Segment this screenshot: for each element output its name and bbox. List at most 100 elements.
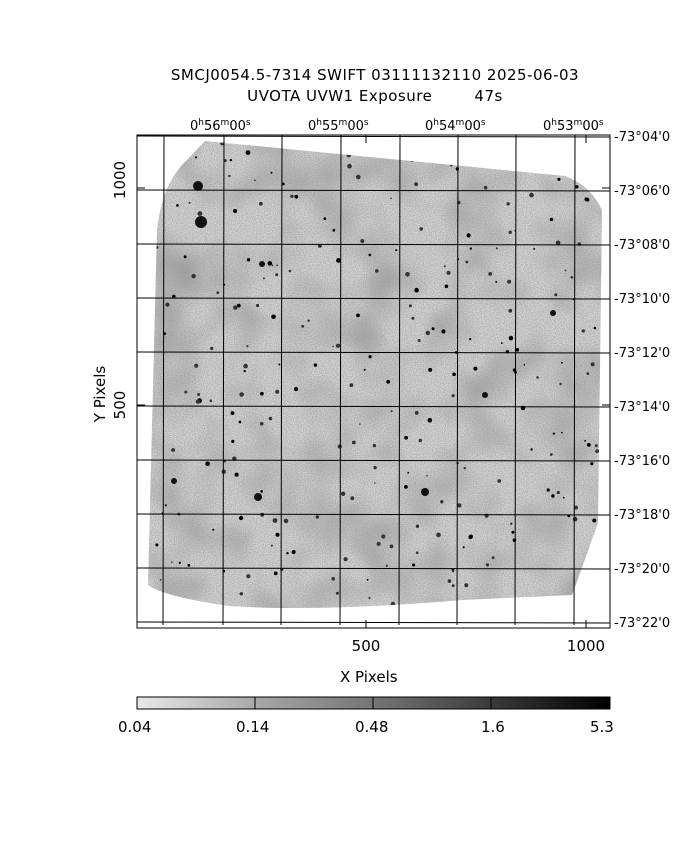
star-source [427, 418, 433, 423]
exposure-field [148, 141, 602, 608]
star-source [171, 478, 177, 484]
star-source [205, 461, 210, 467]
star-source [275, 389, 280, 394]
star-source [238, 420, 242, 424]
star-source [373, 465, 377, 470]
y-axis-title: Y Pixels [91, 365, 110, 423]
star-source [245, 150, 251, 156]
star-source [415, 524, 420, 528]
star-source [260, 512, 265, 517]
star-source [270, 171, 273, 174]
star-source [590, 362, 595, 367]
dec-tick-label: -73°10'0 [614, 292, 670, 307]
star-source [239, 392, 244, 397]
star-source [271, 314, 276, 320]
star-source [557, 177, 561, 181]
star-source [575, 185, 579, 189]
star-source [389, 153, 393, 157]
star-source [259, 201, 263, 206]
star-source [441, 329, 446, 334]
star-source [386, 379, 391, 384]
star-source [372, 443, 377, 448]
star-source [313, 363, 318, 367]
star-source [209, 399, 213, 403]
star-source [210, 346, 214, 350]
star-source [536, 376, 539, 379]
ra-labels: 0h56m00s 0h55m00s 0h54m00s 0h53m00s [190, 118, 604, 134]
star-source [363, 368, 366, 371]
star-source [164, 504, 167, 507]
star-source [555, 240, 561, 246]
star-source [356, 174, 361, 180]
star-source [271, 264, 274, 267]
colorbar [136, 696, 611, 710]
star-source [155, 543, 159, 547]
star-source [415, 551, 419, 554]
star-source [375, 269, 379, 273]
star-source [376, 541, 381, 546]
star-source [508, 335, 514, 341]
star-source [233, 209, 238, 213]
star-source [508, 308, 513, 313]
dec-tick-label: -73°20'0 [614, 562, 670, 577]
plot-title-line-2: UVOTA UVW1 Exposure 47s [247, 87, 503, 105]
star-source [473, 366, 478, 371]
star-source [452, 372, 456, 377]
star-source [523, 364, 526, 366]
star-source [491, 556, 495, 560]
star-source [349, 383, 354, 388]
star-source [586, 372, 590, 375]
colorbar-label: 5.3 [590, 718, 614, 736]
star-source [351, 440, 356, 445]
star-source [452, 569, 455, 573]
star-source [457, 503, 462, 508]
star-source [231, 439, 235, 443]
star-source [426, 474, 428, 477]
star-source [337, 444, 342, 449]
star-source [584, 197, 589, 202]
star-source [497, 153, 500, 156]
dec-tick-label: -73°14'0 [614, 400, 670, 415]
star-source [193, 181, 203, 191]
star-source [593, 326, 597, 330]
y-tick-label: 500 [111, 391, 129, 420]
star-source [450, 164, 453, 167]
star-source [272, 518, 278, 523]
dec-tick-label: -73°16'0 [614, 454, 670, 469]
star-source [388, 141, 393, 145]
star-source [485, 563, 490, 567]
star-source [419, 227, 424, 231]
star-source [556, 491, 560, 495]
star-source [149, 159, 155, 164]
star-source [592, 518, 597, 523]
star-source [559, 382, 562, 386]
star-source [444, 284, 449, 289]
star-source [561, 431, 563, 434]
star-source [281, 182, 285, 186]
star-source [572, 516, 578, 522]
star-source [262, 277, 265, 280]
star-source [346, 152, 352, 158]
star-source [414, 287, 419, 293]
star-source [259, 261, 265, 267]
star-source [590, 462, 594, 466]
star-source [275, 532, 280, 537]
star-source [359, 423, 361, 425]
star-source [390, 601, 396, 607]
colorbar-label: 0.04 [118, 718, 152, 736]
star-source [153, 193, 156, 196]
star-source [589, 599, 594, 603]
dec-labels: -73°04'0 -73°06'0 -73°08'0 -73°10'0 -73°… [614, 130, 670, 631]
star-source [506, 202, 510, 206]
star-source [243, 363, 248, 369]
star-source [195, 156, 198, 159]
x-axis-ticks [365, 135, 587, 628]
x-tick-label: 500 [352, 637, 381, 655]
star-source [278, 363, 281, 366]
star-source [228, 174, 231, 178]
star-source [389, 544, 394, 549]
y-axis-ticks [137, 187, 610, 406]
star-source [418, 438, 422, 443]
star-source [421, 488, 429, 496]
